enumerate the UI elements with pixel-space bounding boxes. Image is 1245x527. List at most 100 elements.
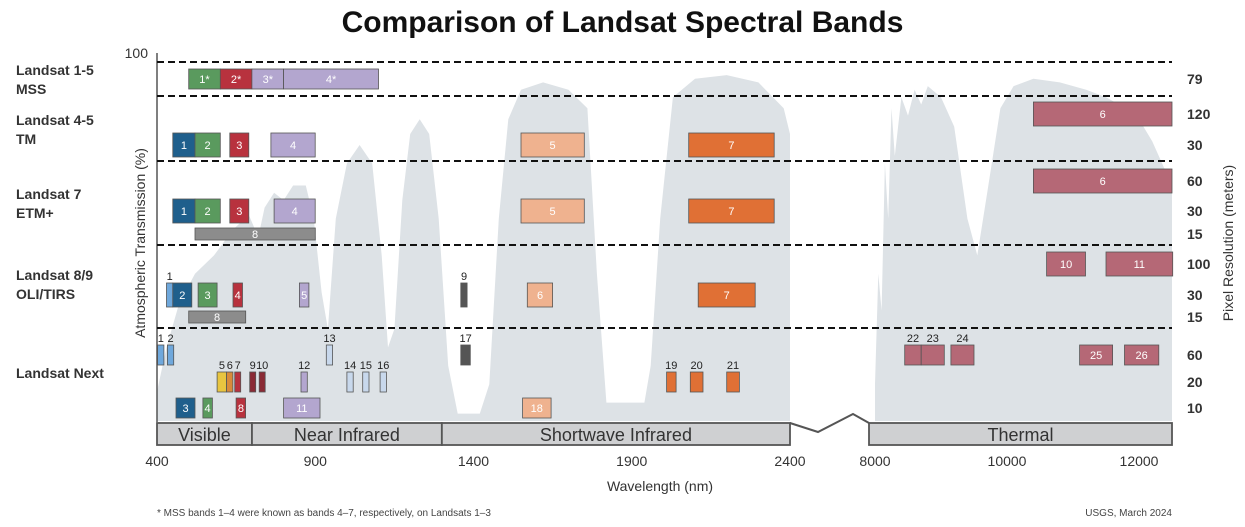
- band-label: 2: [205, 206, 211, 218]
- band-next-4: 4: [202, 397, 213, 419]
- x-tick-label: 12000: [1120, 453, 1159, 469]
- band-label: 6: [1100, 109, 1106, 121]
- band-label: 8: [252, 229, 258, 241]
- band-next-14: 14: [344, 360, 356, 393]
- band-label: 4: [290, 140, 296, 152]
- band-rect: [234, 371, 242, 393]
- band-etm-5: 5: [520, 198, 585, 224]
- band-tm-1: 1: [172, 132, 196, 158]
- resolution-tm: 120: [1187, 106, 1211, 122]
- band-rect: [273, 198, 316, 224]
- band-next-2: 2: [166, 333, 175, 366]
- band-rect: [194, 132, 221, 158]
- band-label: 2*: [231, 74, 242, 86]
- band-label: 15: [360, 360, 372, 372]
- band-next-10: 10: [256, 360, 268, 393]
- transmission-thermal: [875, 78, 1172, 422]
- band-rect: [346, 371, 354, 393]
- band-label: 10: [1060, 259, 1072, 271]
- resolution-oli: 100: [1187, 256, 1211, 272]
- band-label: 3: [205, 290, 211, 302]
- band-label: 7: [724, 290, 730, 302]
- band-label: 13: [323, 333, 335, 345]
- band-rect: [202, 397, 213, 419]
- band-tm-6: 6: [1033, 101, 1173, 127]
- band-next-13: 13: [323, 333, 336, 366]
- band-mss-1*: 1*: [188, 68, 221, 90]
- resolution-etm: 60: [1187, 173, 1203, 189]
- band-label: 25: [1090, 350, 1102, 362]
- satellite-name-mss: Landsat 1-5: [16, 62, 94, 78]
- band-rect: [688, 198, 775, 224]
- band-label: 19: [665, 360, 677, 372]
- band-label: 2: [168, 333, 174, 345]
- band-oli-2: 2: [172, 282, 193, 308]
- chart-title: Comparison of Landsat Spectral Bands: [341, 6, 904, 39]
- band-next-7: 7: [234, 360, 242, 393]
- band-label: 3*: [263, 74, 274, 86]
- band-label: 18: [531, 403, 543, 415]
- region-label: Near Infrared: [294, 425, 400, 445]
- band-rect: [229, 198, 250, 224]
- band-etm-4: 4: [273, 198, 316, 224]
- band-rect: [229, 132, 250, 158]
- band-label: 7: [728, 206, 734, 218]
- band-label: 4*: [326, 74, 337, 86]
- band-label: 11: [1134, 259, 1145, 271]
- band-label: 5: [550, 206, 556, 218]
- band-rect: [175, 397, 196, 419]
- x-tick-label: 900: [304, 453, 328, 469]
- band-oli-8: 8: [188, 310, 247, 324]
- band-rect: [1079, 344, 1113, 366]
- resolution-next: 60: [1187, 347, 1203, 363]
- band-label: 9: [461, 271, 467, 283]
- band-etm-1: 1: [172, 198, 196, 224]
- band-etm-3: 3: [229, 198, 250, 224]
- x-tick-label: 400: [145, 453, 169, 469]
- band-next-11: 11: [283, 397, 321, 419]
- band-rect: [226, 371, 234, 393]
- band-label: 26: [1135, 350, 1147, 362]
- band-rect: [258, 371, 266, 393]
- band-rect: [166, 282, 174, 308]
- band-rect: [522, 397, 552, 419]
- band-etm-6: 6: [1033, 168, 1173, 194]
- x-tick-label: 8000: [859, 453, 890, 469]
- band-label: 10: [256, 360, 268, 372]
- resolution-mss: 79: [1187, 71, 1203, 87]
- band-label: 3: [182, 403, 188, 415]
- region-label: Thermal: [987, 425, 1053, 445]
- transmission-vis-swir: [157, 75, 790, 421]
- band-label: 8: [238, 403, 244, 415]
- band-label: 14: [344, 360, 356, 372]
- band-label: 3: [236, 140, 242, 152]
- band-mss-2*: 2*: [219, 68, 253, 90]
- atmospheric-transmission-area: [157, 75, 1172, 422]
- x-tick-label: 1400: [458, 453, 489, 469]
- band-oli-4: 4: [232, 282, 243, 308]
- band-rect: [232, 282, 243, 308]
- band-rect: [249, 371, 257, 393]
- band-label: 23: [927, 333, 939, 345]
- band-rect: [166, 344, 175, 366]
- band-label: 3: [236, 206, 242, 218]
- band-rect: [270, 132, 316, 158]
- band-oli-11: 11: [1105, 251, 1174, 277]
- spectral-regions: Visible Near Infrared Shortwave Infrared Th…: [156, 412, 1173, 446]
- row-separators: [157, 61, 1172, 329]
- band-tm-3: 3: [229, 132, 250, 158]
- band-label: 4: [235, 290, 241, 302]
- band-label: 9: [250, 360, 256, 372]
- satellite-name-oli: OLI/TIRS: [16, 286, 75, 302]
- band-rect: [1033, 168, 1173, 194]
- resolution-next: 20: [1187, 374, 1203, 390]
- band-label: 16: [377, 360, 389, 372]
- band-rect: [950, 344, 975, 366]
- band-rect: [325, 344, 333, 366]
- satellite-name-tm: TM: [16, 131, 36, 147]
- band-label: 6: [537, 290, 543, 302]
- band-rect: [726, 371, 740, 393]
- x-tick-label: 2400: [774, 453, 805, 469]
- band-label: 12: [298, 360, 310, 372]
